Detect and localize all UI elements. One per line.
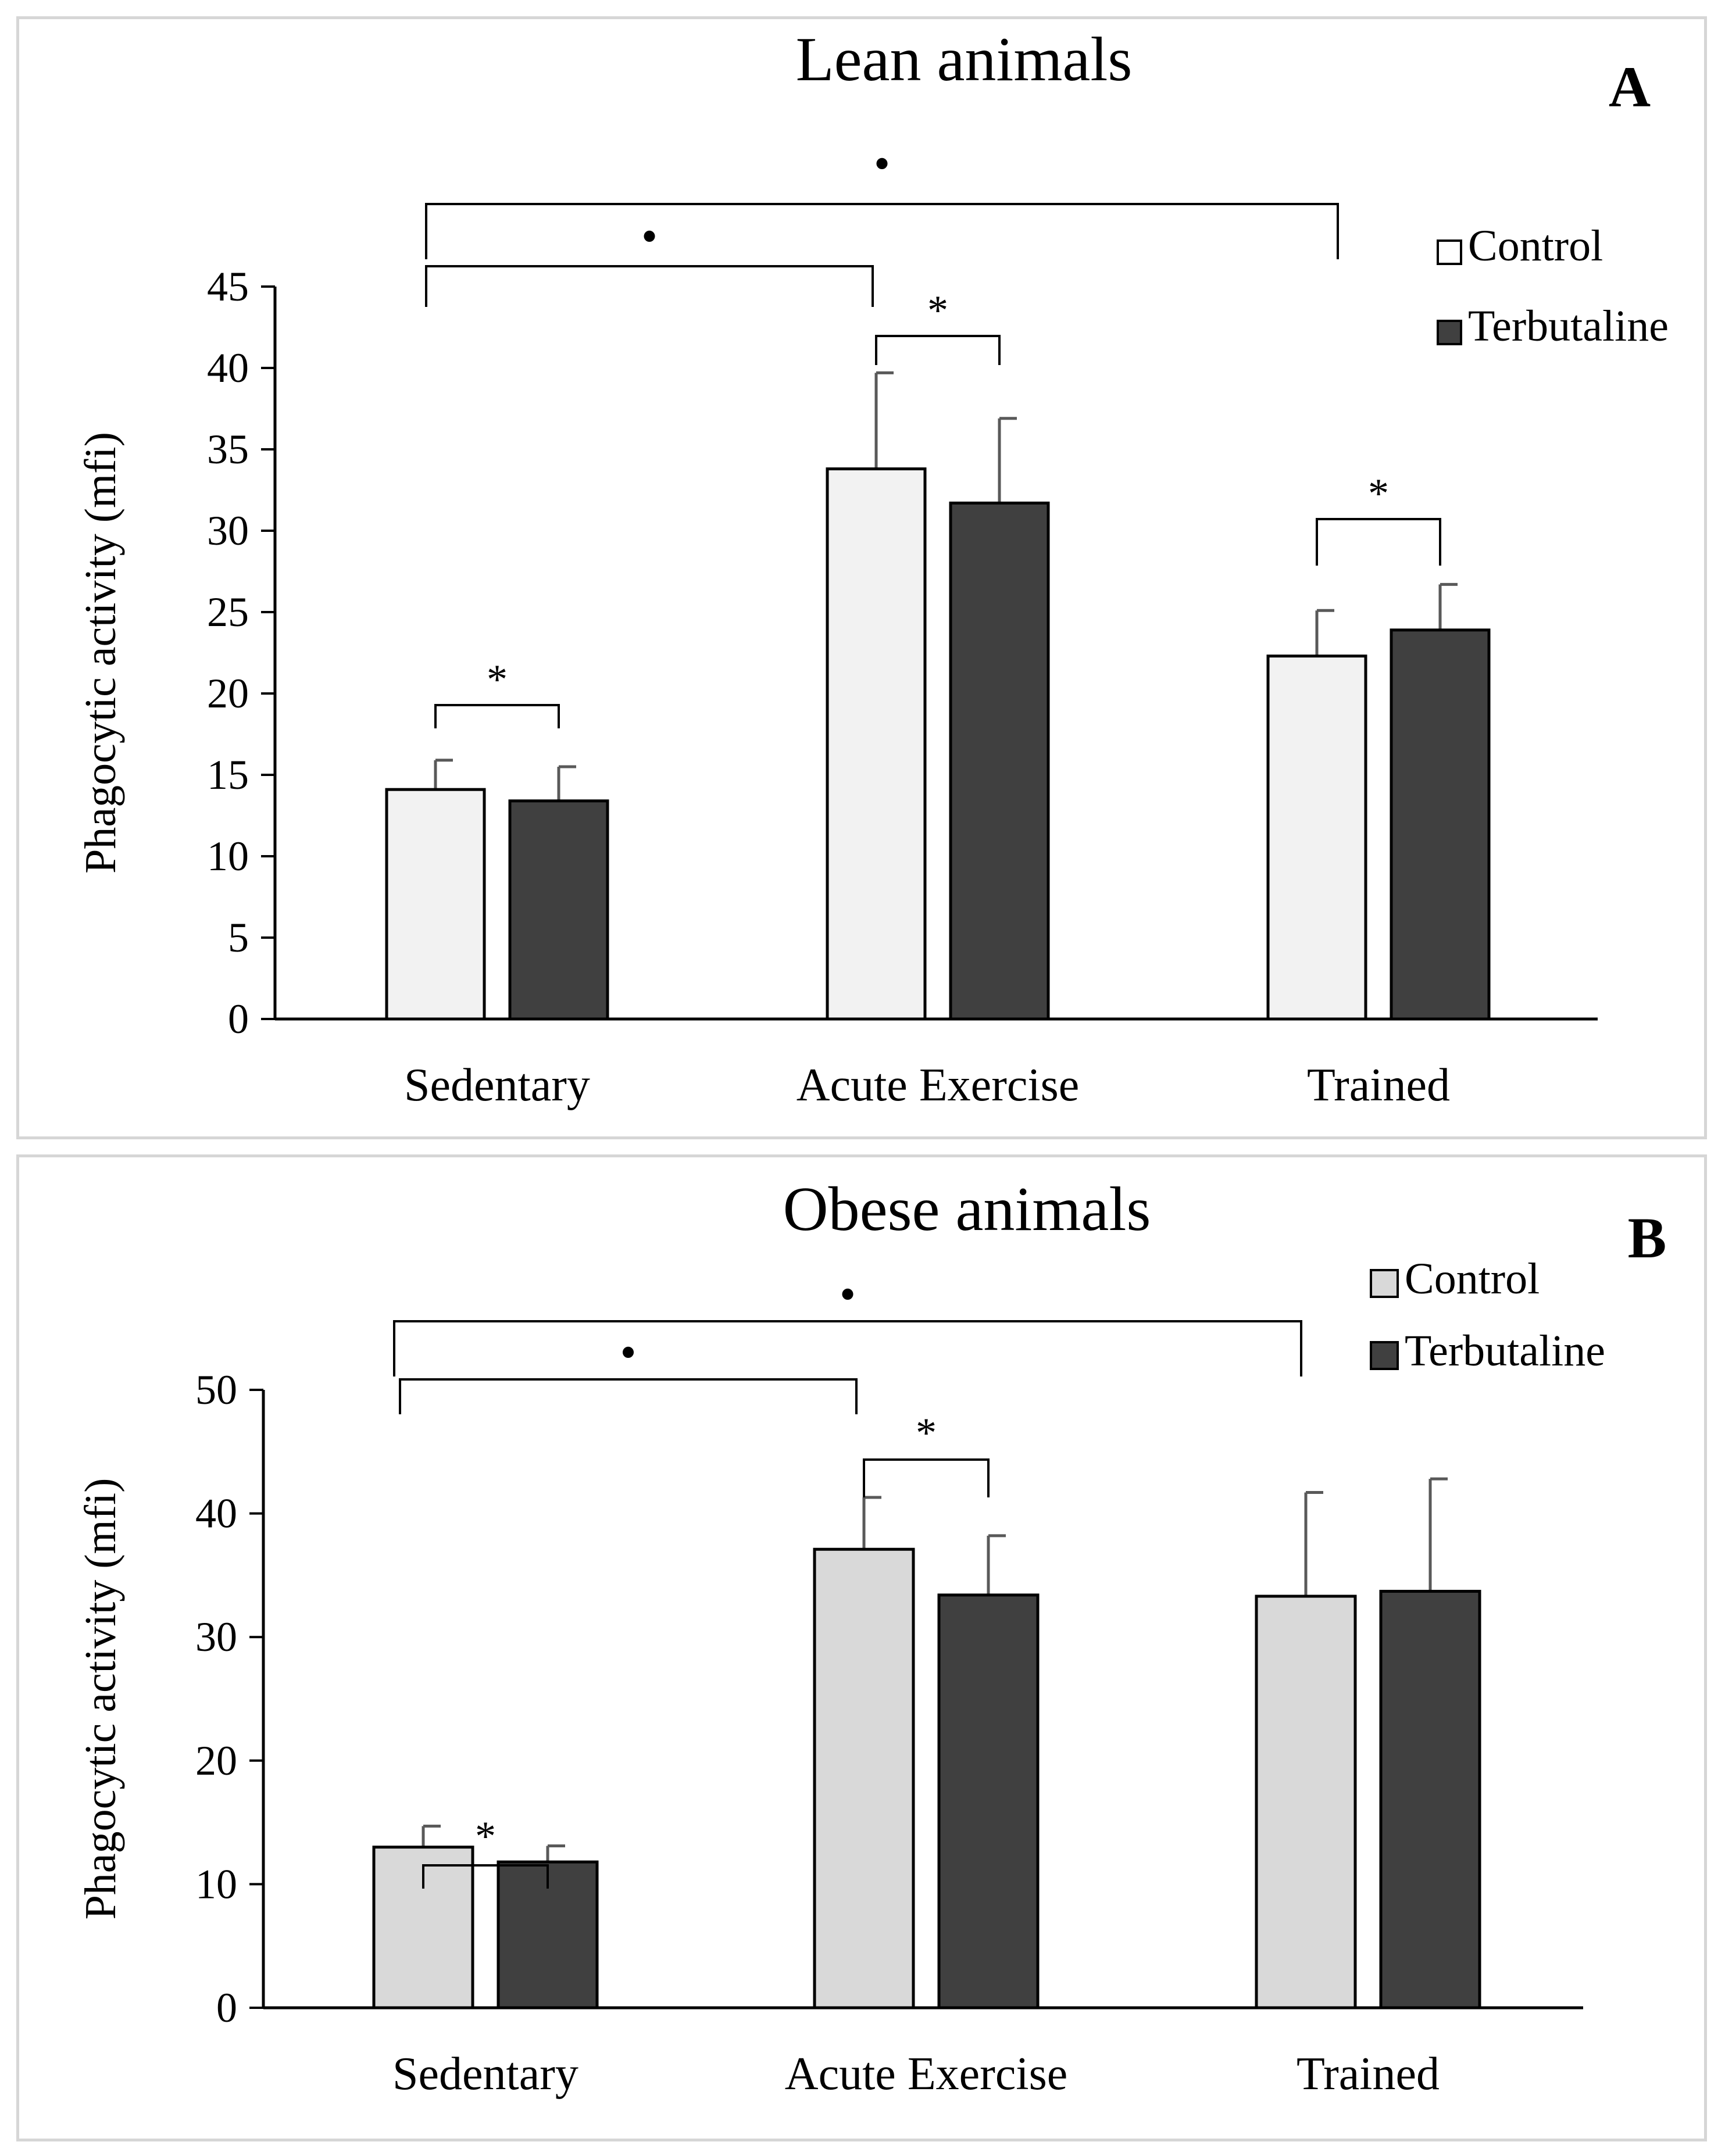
y-tick-label: 0 <box>216 1985 237 2031</box>
y-tick-label: 25 <box>207 589 249 635</box>
y-tick-label: 20 <box>195 1737 237 1784</box>
y-tick-label: 0 <box>228 996 249 1042</box>
y-tick-label: 35 <box>207 426 249 473</box>
legend-swatch-terbutaline <box>1437 320 1462 345</box>
significance-asterisk: * <box>927 287 948 334</box>
significance-bracket <box>863 1458 990 1497</box>
x-tick-label: Acute Exercise <box>785 2048 1067 2100</box>
y-tick-label: 15 <box>207 752 249 798</box>
legend-label: Terbutaline <box>1468 302 1669 351</box>
significance-asterisk: * <box>916 1410 937 1456</box>
significance-asterisk: * <box>487 656 508 703</box>
bar-terbutaline <box>1390 628 1491 1021</box>
y-axis-label: Phagocytic activity (mfi) <box>76 1478 125 1920</box>
panel-lean-animals: Lean animals A Phagocytic activity (mfi) 0 5… <box>16 16 1707 1139</box>
legend-label: Terbutaline <box>1405 1327 1605 1375</box>
bar-control <box>813 1547 915 2010</box>
y-tick-label: 40 <box>207 345 249 391</box>
bar-terbutaline <box>508 799 609 1021</box>
group-comparison-bracket <box>393 1320 1302 1376</box>
panel-label: A <box>1609 55 1651 119</box>
y-tick-label: 50 <box>195 1367 237 1413</box>
significance-bracket <box>422 1864 549 1889</box>
legend-label: Control <box>1468 221 1603 270</box>
legend-swatch-control <box>1437 239 1462 265</box>
y-tick-label: 40 <box>195 1490 237 1537</box>
chart-obese-animals: Obese animals B Phagocytic activity (mfi) 0… <box>76 1175 1667 2100</box>
panel-label: B <box>1628 1206 1667 1270</box>
chart-title: Obese animals <box>783 1175 1151 1244</box>
y-tick-label: 30 <box>207 507 249 554</box>
group-comparison-bracket <box>425 203 1339 259</box>
x-tick-label: Trained <box>1307 1060 1450 1111</box>
significance-bracket <box>875 335 1001 365</box>
bar-control <box>826 467 927 1021</box>
y-tick-label: 45 <box>207 263 249 310</box>
chart-title: Lean animals <box>796 25 1133 94</box>
significance-asterisk: * <box>1368 470 1389 517</box>
bar-terbutaline <box>949 501 1050 1021</box>
bar-control <box>385 788 486 1021</box>
legend-swatch-terbutaline <box>1370 1341 1399 1370</box>
bar-terbutaline <box>1379 1590 1481 2010</box>
bar-terbutaline <box>497 1860 599 2010</box>
y-tick-label: 10 <box>195 1861 237 1907</box>
y-tick-label: 10 <box>207 833 249 879</box>
bar-control <box>1255 1594 1357 2010</box>
x-tick-label: Sedentary <box>392 2048 578 2100</box>
significance-dot: • <box>620 1327 636 1378</box>
significance-dot: • <box>874 138 890 190</box>
bar-control <box>1266 655 1367 1021</box>
x-tick-label: Acute Exercise <box>797 1060 1079 1111</box>
x-tick-label: Trained <box>1297 2048 1440 2100</box>
bar-terbutaline <box>937 1593 1040 2010</box>
significance-asterisk: * <box>475 1813 496 1860</box>
y-tick-label: 20 <box>207 670 249 717</box>
y-tick-label: 5 <box>228 914 249 961</box>
panel-obese-animals: Obese animals B Phagocytic activity (mfi) 0… <box>16 1154 1707 2141</box>
significance-bracket <box>1316 518 1441 566</box>
group-comparison-bracket <box>399 1378 858 1414</box>
significance-bracket <box>434 704 560 728</box>
significance-dot: • <box>641 211 658 262</box>
significance-dot: • <box>840 1269 856 1320</box>
legend-swatch-control <box>1370 1269 1399 1298</box>
chart-lean-animals: Lean animals A Phagocytic activity (mfi) 0 5… <box>76 25 1669 1111</box>
x-tick-label: Sedentary <box>404 1060 590 1111</box>
y-axis-label: Phagocytic activity (mfi) <box>76 432 125 874</box>
legend-label: Control <box>1405 1254 1540 1303</box>
group-comparison-bracket <box>425 265 874 307</box>
y-tick-label: 30 <box>195 1614 237 1660</box>
